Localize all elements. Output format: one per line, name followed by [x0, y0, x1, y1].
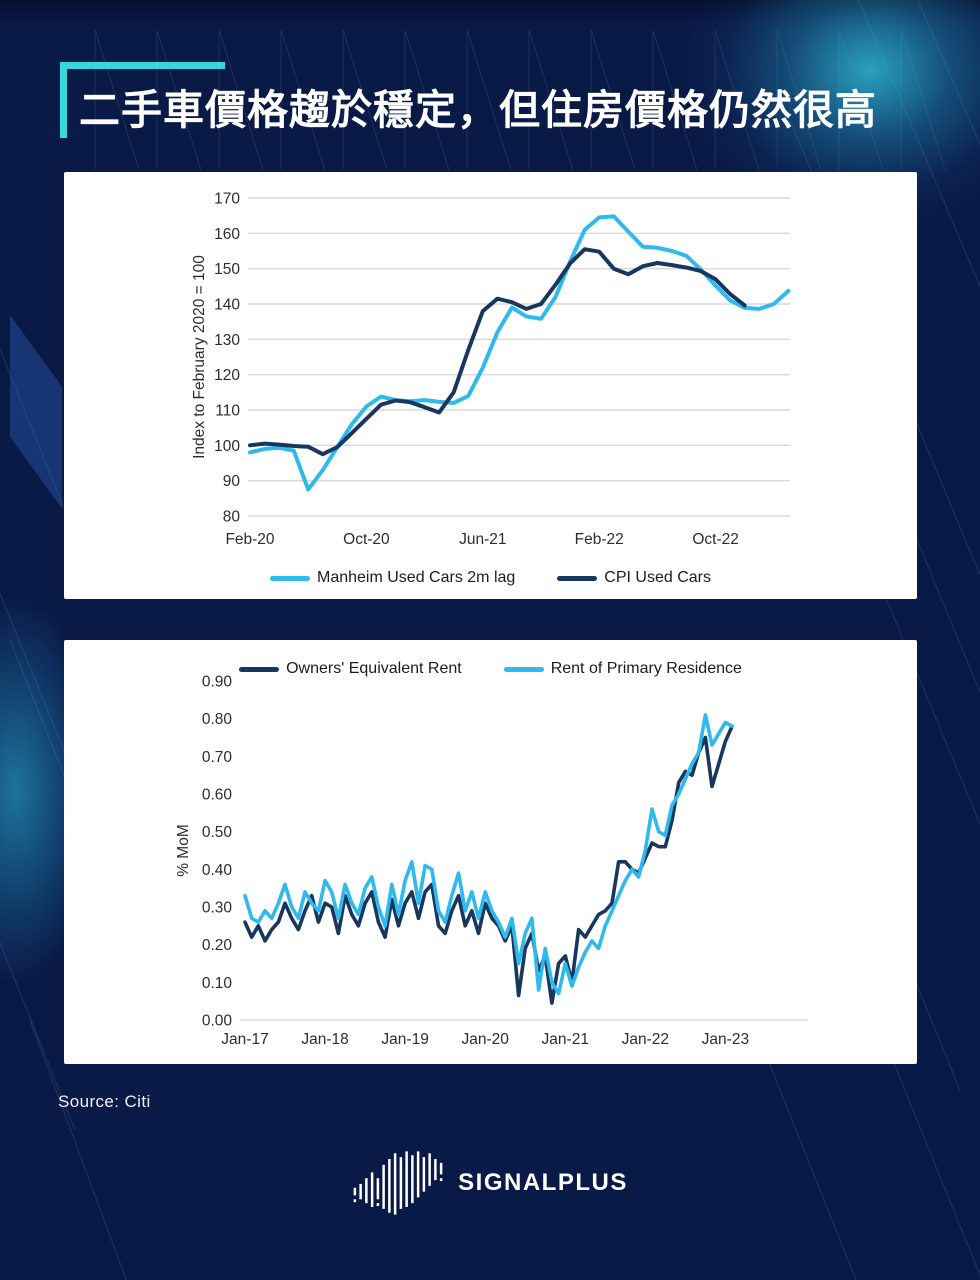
- svg-text:Feb-20: Feb-20: [225, 531, 274, 548]
- svg-text:Feb-22: Feb-22: [575, 531, 624, 548]
- legend-item: Rent of Primary Residence: [503, 660, 742, 678]
- svg-text:90: 90: [223, 473, 241, 490]
- svg-text:0.90: 0.90: [202, 674, 233, 691]
- legend-line-swatch: [270, 575, 310, 581]
- legend-line-swatch: [239, 666, 280, 672]
- svg-text:Jan-19: Jan-19: [381, 1031, 428, 1048]
- svg-text:80: 80: [223, 509, 241, 526]
- svg-text:100: 100: [214, 438, 240, 455]
- svg-text:Jun-21: Jun-21: [459, 531, 506, 548]
- svg-text:Jan-22: Jan-22: [622, 1031, 669, 1048]
- svg-text:0.70: 0.70: [202, 749, 233, 766]
- series-line: [248, 247, 747, 457]
- gridlines: [248, 197, 790, 517]
- y-axis-title: % MoM: [175, 824, 192, 877]
- svg-text:160: 160: [214, 226, 240, 243]
- legend-item: CPI Used Cars: [557, 569, 711, 587]
- legend-label: Rent of Primary Residence: [550, 660, 742, 677]
- brand-name: SIGNALPLUS: [458, 1169, 628, 1196]
- rent-chart: 0.90 0.80 0.70 0.60 0.50 0.40 0.30 0.20 0.10 0.00…: [175, 674, 808, 1049]
- legend-label: Manheim Used Cars 2m lag: [317, 569, 516, 586]
- svg-text:140: 140: [214, 297, 240, 314]
- svg-text:Jan-18: Jan-18: [301, 1031, 348, 1048]
- source-note: Source: Citi: [58, 1092, 151, 1111]
- svg-text:0.00: 0.00: [202, 1013, 233, 1030]
- rent-legend: Owners' Equivalent Rent Rent of Primary R…: [64, 660, 917, 678]
- svg-text:120: 120: [214, 367, 240, 384]
- svg-text:0.80: 0.80: [202, 711, 233, 728]
- svg-text:0.60: 0.60: [202, 787, 233, 804]
- svg-text:0.30: 0.30: [202, 900, 233, 917]
- legend-label: CPI Used Cars: [604, 569, 711, 586]
- svg-text:Jan-23: Jan-23: [702, 1031, 749, 1048]
- svg-text:Oct-22: Oct-22: [692, 531, 739, 548]
- title-accent-bar-horizontal: [60, 62, 225, 69]
- svg-text:150: 150: [214, 261, 240, 278]
- axis-labels: 0.90 0.80 0.70 0.60 0.50 0.40 0.30 0.20 0.10 0.00…: [202, 674, 749, 1049]
- signalplus-logo-icon: [353, 1151, 443, 1215]
- svg-text:110: 110: [215, 403, 240, 420]
- used-cars-chart: 170 160 150 140 130 120 110 100 90 80 Feb-20 Oct-20…: [191, 191, 791, 549]
- legend-label: Owners' Equivalent Rent: [286, 660, 462, 677]
- svg-text:130: 130: [214, 332, 240, 349]
- svg-text:Oct-20: Oct-20: [343, 531, 390, 548]
- svg-text:Jan-21: Jan-21: [542, 1031, 589, 1048]
- axis-labels: 170 160 150 140 130 120 110 100 90 80 Feb-20 Oct-20…: [214, 191, 739, 549]
- legend-line-swatch: [557, 575, 598, 581]
- page-title: 二手車價格趨於穩定，但住房價格仍然很高: [79, 87, 877, 133]
- used-cars-legend: Manheim Used Cars 2m lag CPI Used Cars: [64, 569, 917, 587]
- svg-text:Jan-17: Jan-17: [221, 1031, 268, 1048]
- y-axis-title: Index to February 2020 = 100: [191, 255, 208, 459]
- series-line: [243, 724, 734, 1005]
- title-accent-bar-vertical: [60, 62, 67, 138]
- brand-logo: SIGNALPLUS: [0, 1148, 980, 1218]
- legend-item: Owners' Equivalent Rent: [239, 660, 462, 678]
- svg-text:0.20: 0.20: [202, 937, 233, 954]
- rent-chart-panel: 0.90 0.80 0.70 0.60 0.50 0.40 0.30 0.20 0.10 0.00…: [64, 640, 917, 1064]
- used-cars-chart-panel: 170 160 150 140 130 120 110 100 90 80 Feb-20 Oct-20…: [64, 172, 917, 599]
- series-line: [243, 713, 734, 996]
- svg-text:170: 170: [214, 191, 240, 208]
- svg-text:0.50: 0.50: [202, 824, 233, 841]
- svg-text:Jan-20: Jan-20: [461, 1031, 509, 1048]
- legend-line-swatch: [503, 666, 544, 672]
- svg-text:0.40: 0.40: [202, 862, 233, 879]
- svg-text:0.10: 0.10: [202, 975, 233, 992]
- legend-item: Manheim Used Cars 2m lag: [270, 569, 515, 587]
